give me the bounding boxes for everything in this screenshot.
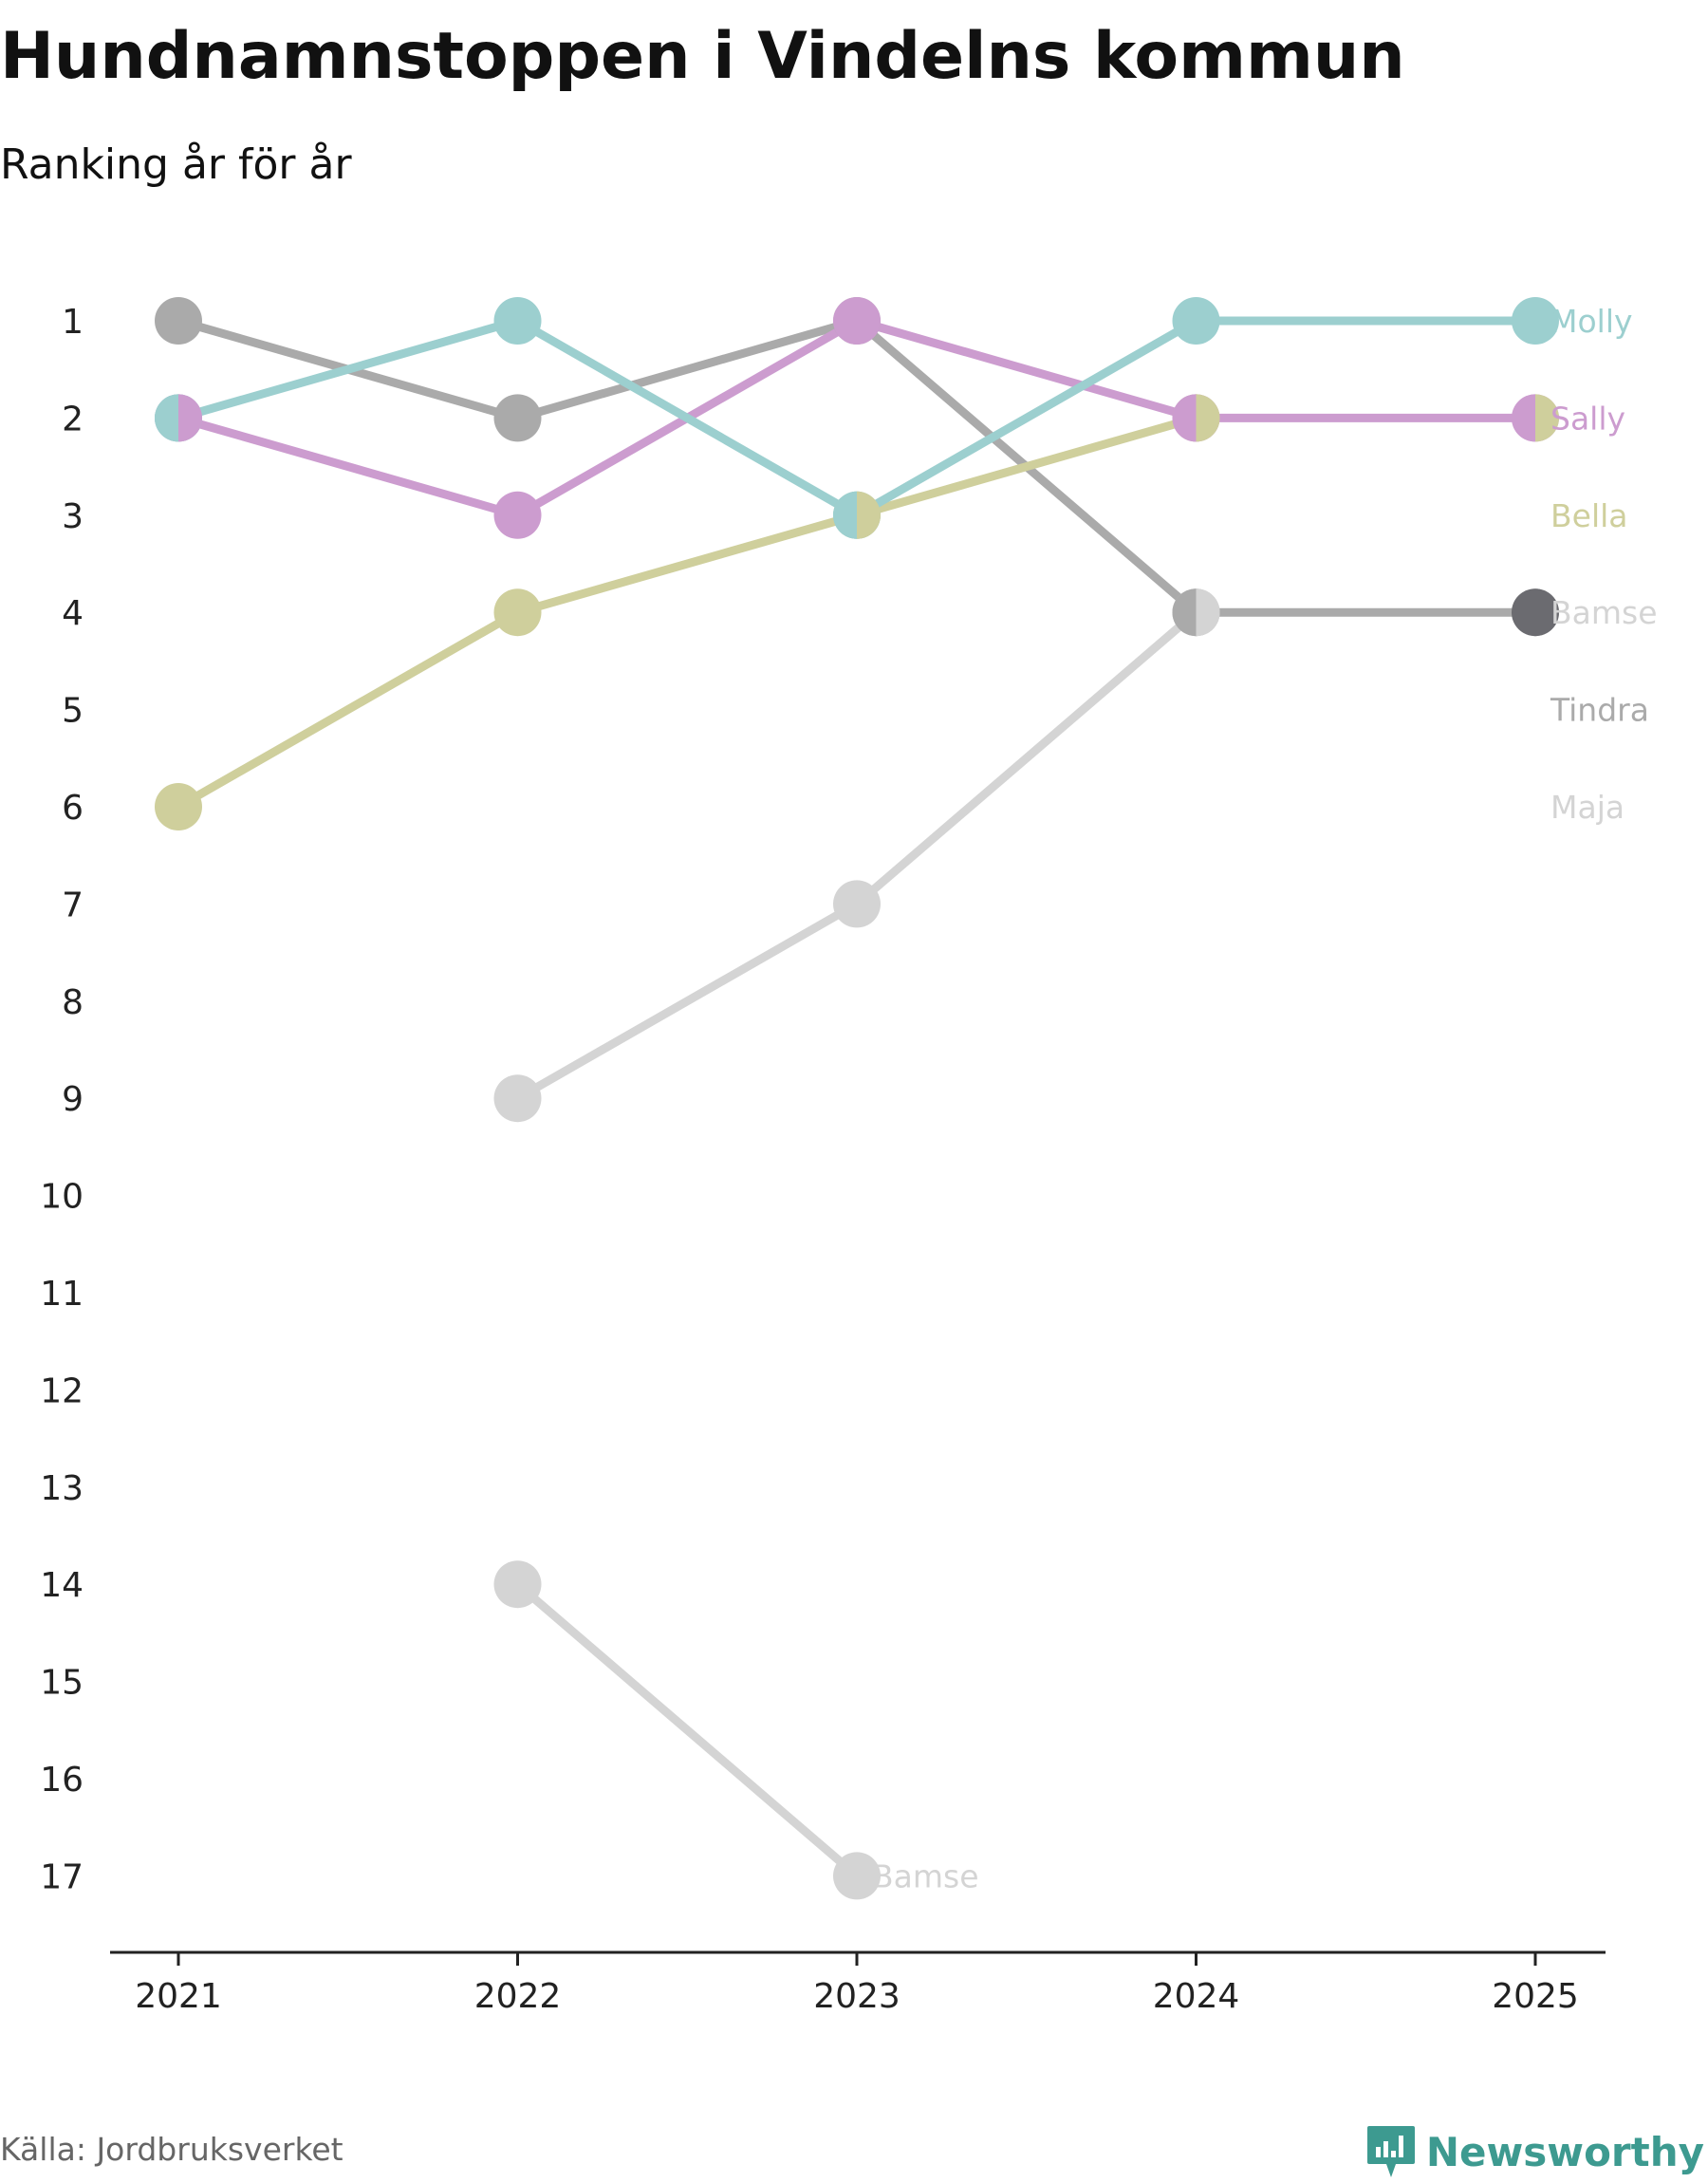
marker-bamse <box>833 880 881 928</box>
end-label-maja: Maja <box>1550 789 1624 826</box>
marker-tindra <box>493 394 542 442</box>
end-label-sally: Sally <box>1550 400 1625 437</box>
marker-split-right <box>1196 588 1220 637</box>
marker-bella <box>493 588 542 637</box>
y-tick-label: 7 <box>62 886 84 924</box>
x-tick-label: 2023 <box>813 1977 900 2016</box>
x-tick-label: 2021 <box>135 1977 222 2016</box>
y-tick-label: 4 <box>62 594 84 633</box>
y-tick-label: 1 <box>62 303 84 342</box>
marker-split-left <box>1512 394 1535 442</box>
y-tick-label: 2 <box>62 400 84 438</box>
y-tick-label: 12 <box>40 1371 84 1410</box>
y-tick-label: 17 <box>40 1857 84 1896</box>
series-markers <box>155 297 1559 1900</box>
y-tick-label: 15 <box>40 1664 84 1703</box>
marker-sally <box>833 297 881 345</box>
marker-molly <box>1172 297 1220 345</box>
y-tick-label: 14 <box>40 1566 84 1605</box>
series-lines <box>174 316 1540 1880</box>
x-tick-label: 2022 <box>474 1977 562 2016</box>
marker-split-right <box>1535 394 1559 442</box>
marker-molly <box>493 297 542 345</box>
y-tick-label: 8 <box>62 983 84 1022</box>
marker-split-right <box>178 394 203 442</box>
chart-subtitle: Ranking år för år <box>0 140 352 189</box>
y-tick-label: 3 <box>62 497 84 536</box>
y-tick-label: 6 <box>62 789 84 828</box>
x-tick-label: 2025 <box>1492 1977 1579 2016</box>
marker-split-right <box>1196 394 1220 442</box>
end-label-tindra: Tindra <box>1550 692 1649 729</box>
end-labels: Molly Sally Bella Bamse Tindra Maja Bamse <box>872 303 1658 1894</box>
newsworthy-logo-icon <box>1366 2126 1415 2177</box>
y-tick-label: 13 <box>40 1469 84 1508</box>
brand-logo[interactable]: Newsworthy <box>1365 2124 1704 2179</box>
series-line-bamse <box>513 1579 862 1880</box>
marker-highlight <box>1512 588 1559 637</box>
series-line-bamse <box>513 607 1200 1103</box>
x-axis-ticks: 2021 2022 2023 2024 2025 <box>135 1952 1579 2016</box>
marker-split-left <box>155 394 178 442</box>
marker-bella <box>155 783 202 830</box>
marker-sally <box>493 491 542 539</box>
y-tick-label: 10 <box>40 1178 84 1217</box>
series-line-tindra <box>174 316 1540 617</box>
marker-split-left <box>833 491 857 539</box>
series-line-bella <box>174 413 1200 812</box>
end-label-molly: Molly <box>1550 303 1633 340</box>
marker-tindra <box>155 297 202 345</box>
y-tick-label: 11 <box>40 1275 84 1314</box>
x-tick-label: 2024 <box>1153 1977 1240 2016</box>
end-label-bamse: Bamse <box>1550 594 1658 631</box>
y-tick-label: 5 <box>62 692 84 731</box>
y-tick-label: 16 <box>40 1761 84 1800</box>
brand-name: Newsworthy <box>1425 2128 1704 2175</box>
marker-molly <box>1512 297 1559 345</box>
end-label-bella: Bella <box>1550 497 1628 534</box>
series-line-sally <box>174 316 1540 520</box>
annotation-label: Bamse <box>872 1857 979 1894</box>
chart-title: Hundnamnstoppen i Vindelns kommun <box>0 19 1405 94</box>
source-note: Källa: Jordbruksverket <box>0 2131 343 2168</box>
marker-split-left <box>1172 394 1197 442</box>
marker-split-right <box>857 491 881 539</box>
marker-bamse <box>493 1074 542 1123</box>
marker-bamse <box>833 1852 881 1900</box>
marker-split-left <box>1172 588 1197 637</box>
marker-bamse <box>493 1560 542 1609</box>
y-tick-label: 9 <box>62 1080 84 1119</box>
